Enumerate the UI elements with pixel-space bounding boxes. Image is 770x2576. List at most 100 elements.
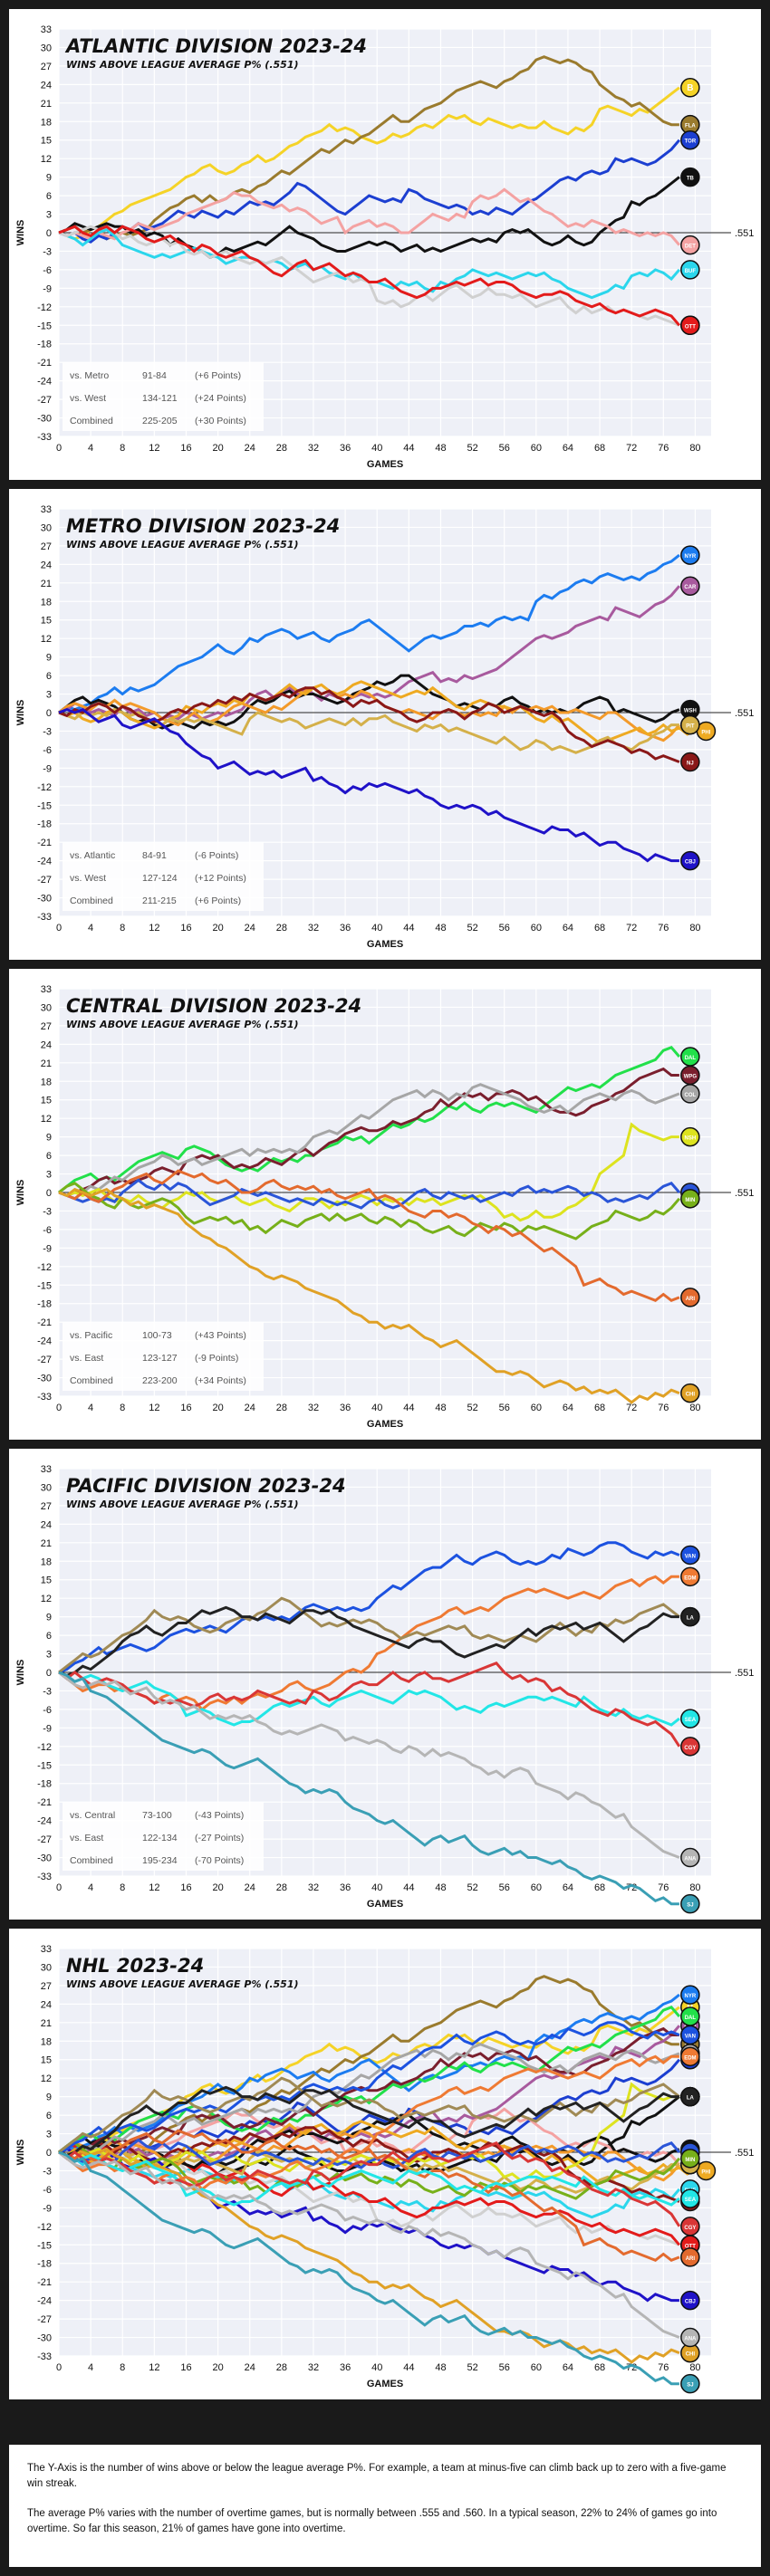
record-points: (+34 Points) — [195, 1375, 246, 1386]
svg-text:CHI: CHI — [686, 2352, 696, 2358]
y-tick-label: 33 — [41, 1944, 52, 1955]
pacific-division-chart: 33 30 27 24 21 18 15 12 9 6 3 0 -3 -6 -9 -12 -15 -18 -21 -2… — [9, 1449, 761, 1920]
x-tick-label: 24 — [245, 443, 255, 454]
y-tick-label: 24 — [41, 1519, 52, 1530]
y-tick-label: -18 — [37, 819, 52, 830]
league-average-label: .551 — [735, 228, 754, 239]
y-tick-label: 6 — [46, 2111, 52, 2121]
series-line-florida — [58, 55, 679, 241]
series-line-detroit — [58, 187, 681, 246]
team-logo-anaheim: ANA — [680, 1847, 700, 1868]
svg-text:LA: LA — [687, 2096, 695, 2102]
svg-text:NYR: NYR — [685, 1994, 697, 1999]
x-tick-label: 56 — [499, 443, 510, 454]
x-tick-label: 72 — [626, 923, 637, 934]
series-line-toronto — [58, 139, 681, 244]
y-tick-label: 3 — [46, 210, 52, 221]
svg-text:CBJ: CBJ — [685, 2300, 696, 2305]
x-tick-label: 48 — [435, 1882, 446, 1893]
team-logo-calgary: CGY — [680, 2217, 700, 2236]
y-tick-label: 30 — [41, 522, 52, 533]
svg-text:SEA: SEA — [685, 1718, 697, 1723]
y-tick-label: -21 — [37, 2277, 52, 2288]
team-logo-colorado: COL — [680, 1084, 700, 1104]
x-tick-label: 36 — [340, 2362, 351, 2373]
svg-text:B: B — [687, 83, 693, 93]
series-line-chicago — [58, 1187, 680, 1404]
x-tick-label: 80 — [689, 1403, 700, 1413]
x-tick-label: 60 — [531, 2362, 542, 2373]
y-tick-label: 24 — [41, 1039, 52, 1050]
central-division-chart: 33 30 27 24 21 18 15 12 9 6 3 0 -3 -6 -9 -12 -15 -18 -21 -2… — [9, 969, 761, 1440]
x-tick-label: 32 — [308, 2362, 319, 2373]
svg-text:PHI: PHI — [701, 2169, 710, 2175]
y-tick-label: -6 — [43, 745, 52, 756]
y-tick-label: 0 — [46, 708, 52, 719]
series-line-anaheim — [58, 2150, 680, 2339]
y-tick-label: -18 — [37, 1779, 52, 1790]
x-tick-label: 40 — [371, 1882, 382, 1893]
team-logo-detroit: DET — [680, 235, 700, 255]
y-tick-label: 12 — [41, 634, 52, 645]
x-tick-label: 40 — [371, 2362, 382, 2373]
svg-text:VAN: VAN — [685, 1554, 696, 1559]
y-tick-label: 12 — [41, 1594, 52, 1604]
record-value: 91-84 — [142, 370, 167, 381]
y-tick-label: -3 — [43, 246, 52, 257]
y-tick-label: 30 — [41, 1002, 52, 1013]
y-tick-label: 15 — [41, 616, 52, 627]
x-tick-label: 32 — [308, 1403, 319, 1413]
y-tick-label: 18 — [41, 1077, 52, 1087]
x-tick-label: 44 — [403, 923, 414, 934]
y-tick-label: 27 — [41, 1501, 52, 1512]
series-line-winnipeg — [58, 1067, 679, 1198]
record-label: Combined — [70, 1375, 113, 1386]
chart-svg: 33302724211815129630-3-6-9-12-15-18-21-2… — [15, 984, 754, 1430]
svg-text:PIT: PIT — [686, 724, 695, 730]
team-logo-ny-rangers: NYR — [680, 545, 700, 565]
y-tick-label: 30 — [41, 1482, 52, 1493]
x-tick-label: 40 — [371, 1403, 382, 1413]
y-tick-label: -6 — [43, 265, 52, 276]
y-tick-label: -12 — [37, 782, 52, 793]
x-tick-label: 68 — [594, 1882, 605, 1893]
x-tick-label: 64 — [563, 1403, 573, 1413]
chart-title: METRO DIVISION 2023-24 — [66, 515, 340, 537]
y-tick-label: -9 — [43, 1243, 52, 1254]
x-axis-label: GAMES — [367, 459, 403, 470]
chart-svg: 33302724211815129630-3-6-9-12-15-18-21-2… — [15, 1944, 754, 2394]
team-logo-edmonton: EDM — [680, 1566, 700, 1587]
svg-text:ANA: ANA — [684, 2337, 697, 2342]
y-tick-label: 15 — [41, 136, 52, 147]
league-average-label: .551 — [735, 1668, 754, 1679]
y-tick-label: -3 — [43, 2166, 52, 2177]
y-tick-label: -3 — [43, 1686, 52, 1697]
y-tick-label: -6 — [43, 1705, 52, 1716]
team-logo-minnesota: MIN — [680, 2149, 700, 2169]
y-tick-label: -33 — [37, 432, 52, 443]
y-tick-label: -21 — [37, 1317, 52, 1328]
chart-title: NHL 2023-24 — [66, 1955, 204, 1977]
team-logo-calgary: CGY — [680, 1737, 700, 1757]
x-tick-label: 8 — [120, 1882, 125, 1893]
x-tick-label: 24 — [245, 2362, 255, 2373]
svg-text:SJ: SJ — [687, 1903, 693, 1909]
league-average-label: .551 — [735, 2148, 754, 2159]
y-tick-label: -33 — [37, 912, 52, 923]
league-average-label: .551 — [735, 708, 754, 719]
x-tick-label: 48 — [435, 443, 446, 454]
metro-division-chart: 33 30 27 24 21 18 15 12 9 6 3 0 -3 -6 -9 -12 -15 -18 -21 -2… — [9, 489, 761, 960]
svg-text:CHI: CHI — [686, 1393, 696, 1398]
record-points: (+12 Points) — [195, 873, 246, 884]
team-logo-anaheim: ANA — [680, 2327, 700, 2348]
y-tick-label: 12 — [41, 154, 52, 165]
team-logo-tampa-bay: TB — [680, 167, 700, 187]
y-tick-label: 18 — [41, 597, 52, 608]
y-tick-label: -21 — [37, 838, 52, 848]
record-value: 123-127 — [142, 1353, 178, 1364]
svg-text:DAL: DAL — [685, 2016, 697, 2021]
record-points: (+30 Points) — [195, 416, 246, 426]
record-value: 134-121 — [142, 393, 178, 404]
series-line-edmonton — [58, 1575, 679, 1711]
y-tick-label: 12 — [41, 2073, 52, 2084]
